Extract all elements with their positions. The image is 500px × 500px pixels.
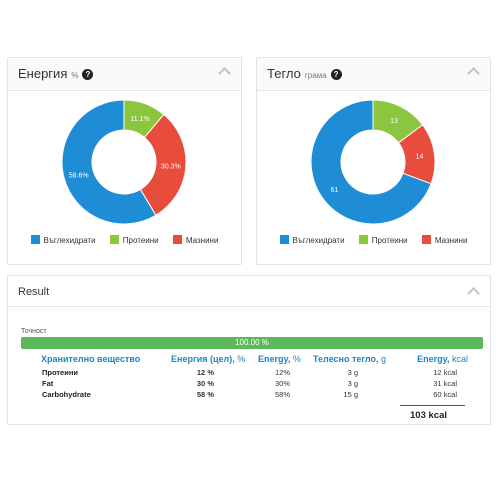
energy-panel: Енергия%? 58.6% 11.1% 30.3% Въглехидрати П… bbox=[7, 57, 242, 265]
weight-panel-header[interactable]: Тегло грама? bbox=[257, 58, 490, 91]
accuracy-progress-text: 100.00 % bbox=[235, 338, 269, 347]
legend-swatch-fat bbox=[421, 235, 431, 244]
legend-label-carbs: Въглехидрати bbox=[292, 236, 345, 245]
col-header-energy[interactable]: Energy, % bbox=[258, 354, 301, 364]
weight-title-text: Тегло bbox=[267, 66, 301, 81]
row-name: Carbohydrate bbox=[42, 390, 91, 399]
col-header-weight-unit: g bbox=[381, 354, 387, 364]
legend-swatch-protein bbox=[109, 235, 119, 244]
weight-unit: грама bbox=[304, 71, 327, 80]
energy-donut-chart: 58.6% 11.1% 30.3% bbox=[61, 99, 187, 225]
result-title: Result bbox=[18, 286, 50, 298]
legend-item-protein[interactable]: Протеини bbox=[358, 235, 408, 245]
legend-swatch-carbs bbox=[279, 235, 289, 244]
col-header-kcal-text: Energy, bbox=[417, 354, 450, 364]
legend-label-carbs: Въглехидрати bbox=[43, 236, 96, 245]
energy-unit: % bbox=[71, 71, 79, 80]
col-header-energy-unit: % bbox=[292, 354, 301, 364]
row-target: 12 % bbox=[196, 368, 214, 377]
row-energy: 30% bbox=[274, 379, 290, 388]
weight-slice-label-1: 13 bbox=[390, 118, 398, 125]
legend-label-protein: Протеини bbox=[371, 236, 408, 245]
legend-item-carbs[interactable]: Въглехидрати bbox=[30, 235, 96, 245]
weight-panel: Тегло грама? 61 13 14 Въглехидрати Протеини… bbox=[256, 57, 491, 265]
row-name: Протеини bbox=[42, 368, 78, 377]
col-header-nutrient[interactable]: Хранително вещество bbox=[41, 354, 140, 364]
weight-slice-label-0: 61 bbox=[330, 187, 338, 194]
chevron-up-icon[interactable] bbox=[467, 67, 480, 80]
legend-swatch-fat bbox=[172, 235, 182, 244]
weight-slice-2[interactable] bbox=[397, 124, 436, 185]
col-header-energy-target[interactable]: Енергия (цел), % bbox=[171, 354, 245, 364]
legend-item-fat[interactable]: Мазнини bbox=[421, 235, 468, 245]
weight-donut-chart: 61 13 14 bbox=[310, 99, 436, 225]
weight-slice-label-2: 14 bbox=[416, 153, 424, 160]
energy-slice-2[interactable] bbox=[139, 113, 187, 216]
energy-slice-label-1: 11.1% bbox=[130, 116, 149, 123]
help-icon[interactable]: ? bbox=[330, 69, 342, 80]
help-icon[interactable]: ? bbox=[82, 69, 94, 80]
weight-title: Тегло грама? bbox=[267, 66, 342, 81]
legend-swatch-carbs bbox=[30, 235, 40, 244]
row-kcal: 12 kcal bbox=[433, 368, 457, 377]
col-header-kcal[interactable]: Energy, kcal bbox=[417, 354, 468, 364]
accuracy-progress-bar: 100.00 % bbox=[21, 337, 483, 349]
row-kcal: 60 kcal bbox=[433, 390, 457, 399]
col-header-kcal-unit: kcal bbox=[451, 354, 468, 364]
energy-panel-header[interactable]: Енергия%? bbox=[8, 58, 241, 91]
energy-slice-label-2: 30.3% bbox=[161, 164, 181, 171]
row-target: 30 % bbox=[196, 379, 214, 388]
row-energy: 12% bbox=[274, 368, 290, 377]
result-panel-header[interactable]: Result bbox=[8, 276, 490, 307]
row-energy: 58% bbox=[274, 390, 290, 399]
col-header-nutrient-text: Хранително вещество bbox=[41, 354, 141, 364]
total-divider bbox=[400, 405, 465, 406]
row-name: Fat bbox=[42, 379, 54, 388]
row-weight: 3 g bbox=[347, 368, 358, 377]
weight-slice-0[interactable] bbox=[310, 99, 432, 225]
energy-slice-label-0: 58.6% bbox=[69, 173, 89, 180]
row-weight: 3 g bbox=[347, 379, 358, 388]
legend-item-protein[interactable]: Протеини bbox=[109, 235, 159, 245]
col-header-energy-text: Energy, bbox=[258, 354, 291, 364]
energy-slice-0[interactable] bbox=[61, 99, 157, 225]
legend-item-carbs[interactable]: Въглехидрати bbox=[279, 235, 345, 245]
weight-legend: Въглехидрати Протеини Мазнини bbox=[257, 235, 490, 245]
col-header-weight[interactable]: Телесно тегло, g bbox=[313, 354, 386, 364]
result-panel: Result Точност 100.00 % Хранително вещес… bbox=[7, 275, 491, 425]
chevron-up-icon[interactable] bbox=[218, 67, 231, 80]
col-header-energy-target-text: Енергия (цел), bbox=[171, 354, 235, 364]
total-kcal: 103 kcal bbox=[410, 410, 447, 421]
energy-legend: Въглехидрати Протеини Мазнини bbox=[8, 235, 241, 245]
row-kcal: 31 kcal bbox=[433, 379, 457, 388]
col-header-weight-text: Телесно тегло, bbox=[313, 354, 379, 364]
legend-swatch-protein bbox=[358, 235, 368, 244]
legend-label-fat: Мазнини bbox=[185, 236, 219, 245]
row-weight: 15 g bbox=[343, 390, 358, 399]
legend-label-protein: Протеини bbox=[122, 236, 159, 245]
legend-item-fat[interactable]: Мазнини bbox=[172, 235, 219, 245]
chevron-up-icon[interactable] bbox=[467, 287, 480, 300]
energy-title-text: Енергия bbox=[18, 66, 68, 81]
row-target: 58 % bbox=[196, 390, 214, 399]
col-header-energy-target-unit: % bbox=[237, 354, 246, 364]
accuracy-label: Точност bbox=[21, 328, 47, 335]
energy-title: Енергия%? bbox=[18, 66, 94, 81]
legend-label-fat: Мазнини bbox=[434, 236, 468, 245]
